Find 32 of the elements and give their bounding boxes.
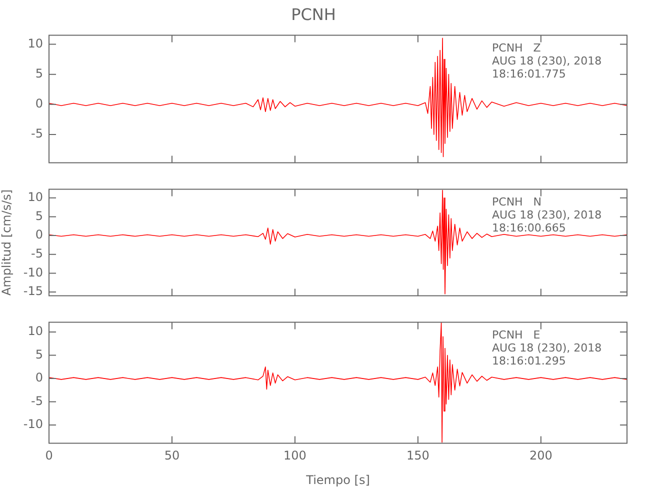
y-tick-label: 10 <box>28 190 43 204</box>
x-axis-title: Tiempo [s] <box>305 472 370 487</box>
y-tick-label: 10 <box>28 324 43 338</box>
y-tick-label: 0 <box>35 370 43 385</box>
y-tick-label: 0 <box>35 96 43 111</box>
y-tick-label: -5 <box>31 394 43 408</box>
annotation: 18:16:00.665 <box>492 222 566 235</box>
annotation: AUG 18 (230), 2018 <box>492 54 602 68</box>
y-tick-label: 5 <box>35 208 43 223</box>
annotation: 18:16:01.775 <box>492 68 566 81</box>
x-tick-label: 200 <box>529 448 552 463</box>
y-tick-label: 5 <box>35 66 43 80</box>
x-tick-label: 100 <box>284 448 306 463</box>
y-tick-label: -5 <box>31 246 43 260</box>
x-tick-label: 0 <box>45 448 53 463</box>
annotation: PCNH Z <box>492 42 542 55</box>
y-tick-label: -15 <box>23 284 43 298</box>
annotation: PCNH N <box>492 196 542 209</box>
y-tick-label: -5 <box>31 126 43 141</box>
y-tick-label: 10 <box>28 36 43 50</box>
y-tick-label: -10 <box>23 417 43 432</box>
annotation: AUG 18 (230), 2018 <box>492 342 602 355</box>
annotation: PCNH E <box>492 328 540 342</box>
x-tick-label: 50 <box>164 448 180 463</box>
y-axis-title: Amplitud [cm/s/s] <box>0 189 14 296</box>
chart-title: PCNH <box>291 4 336 24</box>
y-tick-label: 5 <box>35 347 43 362</box>
y-tick-label: 0 <box>35 228 43 242</box>
y-tick-label: -10 <box>23 265 43 280</box>
x-tick-label: 150 <box>406 448 430 463</box>
annotation: 18:16:01.295 <box>492 354 566 368</box>
annotation: AUG 18 (230), 2018 <box>492 208 602 222</box>
